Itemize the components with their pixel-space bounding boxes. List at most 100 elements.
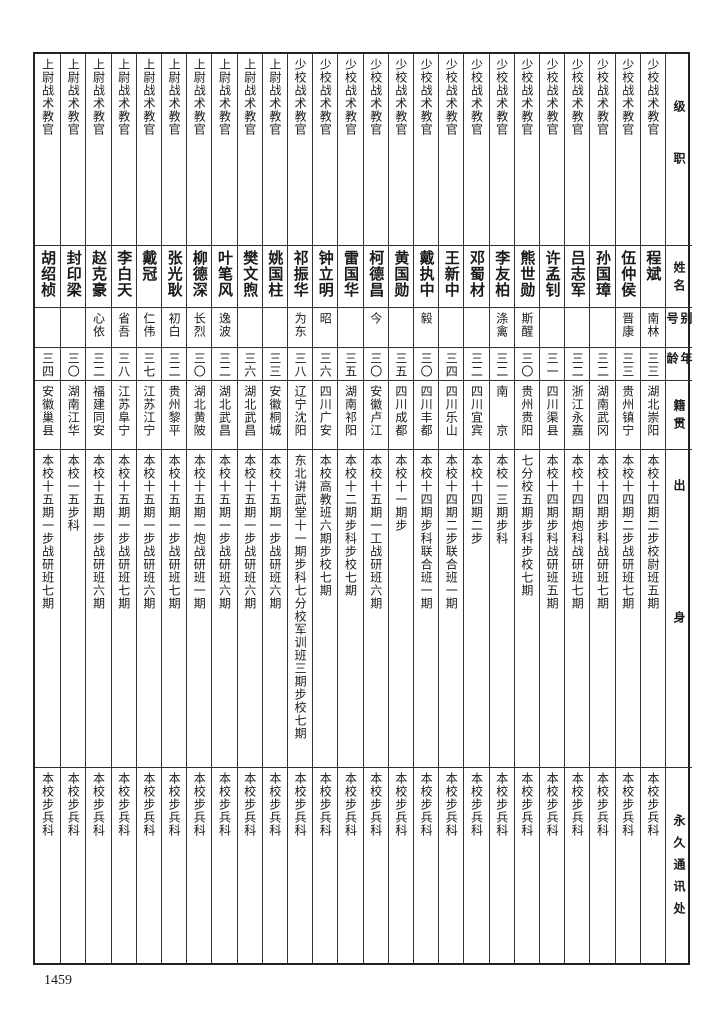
name-text: 戴冠 bbox=[140, 250, 159, 282]
address-text: 本校步兵科 bbox=[66, 772, 81, 837]
header-age: 年龄 bbox=[665, 347, 693, 380]
native-text: 湖北黄陂 bbox=[192, 385, 207, 437]
table-column: 少校战术教官 钟立明昭三六 四川广安 本校高教班六期步校七期 本校步兵科 bbox=[312, 54, 338, 963]
cell-alias bbox=[61, 307, 86, 347]
address-text: 本校步兵科 bbox=[242, 772, 257, 837]
cell-address: 本校步兵科 bbox=[388, 767, 413, 965]
cell-origin: 本校十五期一步战研班七期 bbox=[35, 449, 61, 767]
age-text: 三四 bbox=[444, 352, 459, 378]
cell-age: 三二 bbox=[590, 347, 615, 380]
age-text: 三〇 bbox=[519, 352, 534, 378]
cell-age: 三〇 bbox=[363, 347, 388, 380]
cell-name: 赵克豪 bbox=[86, 245, 111, 307]
rank-text: 上尉战术教官 bbox=[267, 58, 282, 136]
native-text: 四川广安 bbox=[318, 385, 333, 437]
cell-name: 姚国柱 bbox=[262, 245, 287, 307]
cell-native: 湖北武昌 bbox=[212, 380, 237, 449]
age-text: 三〇 bbox=[368, 352, 383, 378]
origin-text: 本校十一期步 bbox=[393, 454, 408, 532]
origin-text: 本校一五步科 bbox=[66, 454, 81, 532]
rank-text: 少校战术教官 bbox=[368, 58, 383, 136]
alias-text: 仁伟 bbox=[141, 312, 156, 338]
cell-rank: 少校战术教官 bbox=[490, 54, 514, 245]
cell-rank: 少校战术教官 bbox=[540, 54, 564, 245]
cell-origin: 本校十五期一工战研班六期 bbox=[363, 449, 388, 767]
cell-address: 本校步兵科 bbox=[162, 767, 187, 965]
cell-age: 三〇 bbox=[514, 347, 539, 380]
address-text: 本校步兵科 bbox=[645, 772, 660, 837]
cell-age: 三一 bbox=[540, 347, 565, 380]
cell-age: 三四 bbox=[35, 347, 61, 380]
cell-name: 雷国华 bbox=[338, 245, 363, 307]
table-column: 上尉战术教官 赵克豪 心依 三二 福建同安 本校十五期一步战研班六期 本校步兵科 bbox=[85, 54, 111, 965]
address-text: 本校步兵科 bbox=[545, 772, 560, 837]
cell-name: 钟立明 bbox=[313, 245, 338, 307]
cell-native: 四川广安 bbox=[313, 380, 338, 449]
cell-age: 三三 bbox=[262, 347, 287, 380]
alias-text: 南林 bbox=[645, 312, 660, 338]
cell-name: 叶笔风 bbox=[212, 245, 237, 307]
cell-address: 本校步兵科 bbox=[540, 767, 565, 965]
origin-text: 本校高教班六期步校七期 bbox=[318, 454, 333, 597]
table-column: 少校战术教官 许孟钊 三一 四川渠县 本校十四期步科战研班五期 本校步兵科 bbox=[539, 54, 565, 965]
origin-text: 本校十五期一步战研班七期 bbox=[116, 454, 131, 610]
age-text: 三六 bbox=[242, 352, 257, 378]
cell-origin: 本校一三期步科 bbox=[489, 449, 514, 767]
rank-text: 少校战术教官 bbox=[494, 58, 509, 136]
age-text: 三二 bbox=[469, 352, 484, 378]
table-column: 少校战术教官 伍仲侯 晋康 三三 贵州镇宁 本校十四期二步战研班七期 本校步兵科 bbox=[614, 54, 640, 963]
origin-text: 本校十五期一步战研班六期 bbox=[267, 454, 282, 610]
cell-alias bbox=[262, 307, 287, 347]
cell-native: 浙江永嘉 bbox=[565, 380, 590, 449]
cell-name: 李友柏 bbox=[489, 245, 514, 307]
table-column: 少校战术教官 熊世勋 斯醒 三〇 贵州贵阳 七分校五期步科步校七期 本校步兵科 bbox=[513, 54, 539, 963]
cell-native: 福建同安 bbox=[86, 380, 111, 449]
name-text: 姚国柱 bbox=[266, 250, 285, 298]
age-text: 三六 bbox=[318, 352, 333, 378]
cell-age: 三六 bbox=[313, 347, 338, 380]
native-text: 湖北武昌 bbox=[242, 385, 257, 437]
cell-address: 本校步兵科 bbox=[86, 767, 111, 965]
cell-origin: 本校十四期炮科战研班七期 bbox=[565, 449, 590, 767]
age-text: 三三 bbox=[620, 352, 635, 378]
address-text: 本校步兵科 bbox=[469, 772, 484, 837]
native-text: 江苏阜宁 bbox=[116, 385, 131, 437]
roster-table: 级职 姓名 别号 年龄 籍贯 出身 永久通讯处 少校战术教官 程斌 南林 三三 湖北崇阳 本校十四期二步… bbox=[33, 52, 693, 965]
address-text: 本校步兵科 bbox=[293, 772, 308, 837]
cell-native: 湖北崇阳 bbox=[640, 380, 665, 449]
alias-text: 斯醒 bbox=[519, 312, 534, 338]
age-text: 三一 bbox=[545, 352, 560, 378]
age-text: 三二 bbox=[570, 352, 585, 378]
rank-text: 上尉战术教官 bbox=[192, 58, 207, 136]
age-text: 三八 bbox=[116, 352, 131, 378]
table-column: 上尉战术教官 胡绍桢 三四 安徽巢县 本校十五期一步战研班七期 本校步兵科 bbox=[35, 54, 61, 963]
cell-native: 四川丰都 bbox=[414, 380, 439, 449]
cell-address: 本校步兵科 bbox=[136, 767, 161, 965]
cell-age: 三二 bbox=[489, 347, 514, 380]
name-text: 李友柏 bbox=[493, 250, 512, 298]
cell-alias: 斯醒 bbox=[514, 307, 539, 347]
cell-rank: 上尉战术教官 bbox=[86, 54, 110, 245]
alias-text: 涤禽 bbox=[494, 312, 509, 338]
name-text: 钟立明 bbox=[316, 250, 335, 298]
address-text: 本校步兵科 bbox=[419, 772, 434, 837]
cell-address: 本校步兵科 bbox=[489, 767, 514, 965]
header-column: 级职 姓名 别号 年龄 籍贯 出身 永久通讯处 bbox=[665, 54, 693, 963]
table-column: 上尉战术教官 柳德深 长烈 三〇 湖北黄陂 本校十五期一炮战研班一期 本校步兵科 bbox=[186, 54, 212, 965]
rank-text: 上尉战术教官 bbox=[40, 58, 55, 136]
cell-rank: 少校战术教官 bbox=[515, 54, 539, 245]
age-text: 三八 bbox=[293, 352, 308, 378]
cell-native: 湖南江华 bbox=[61, 380, 86, 449]
cell-native: 安徽巢县 bbox=[35, 380, 61, 449]
rank-text: 少校战术教官 bbox=[343, 58, 358, 136]
cell-name: 程斌 bbox=[640, 245, 665, 307]
cell-origin: 本校十四期二步联合班一期 bbox=[439, 449, 464, 767]
cell-address: 本校步兵科 bbox=[187, 767, 212, 965]
cell-origin: 本校十四期步科战研班五期 bbox=[540, 449, 565, 767]
table-column: 少校战术教官 吕志军 三二 浙江永嘉 本校十四期炮科战研班七期 本校步兵科 bbox=[564, 54, 590, 963]
cell-alias bbox=[590, 307, 615, 347]
rank-text: 少校战术教官 bbox=[545, 58, 560, 136]
name-text: 戴执中 bbox=[417, 250, 436, 298]
table-column: 少校战术教官 王新中 三四 四川乐山 本校十四期二步联合班一期 本校步兵科 bbox=[438, 54, 464, 963]
name-text: 伍仲侯 bbox=[619, 250, 638, 298]
